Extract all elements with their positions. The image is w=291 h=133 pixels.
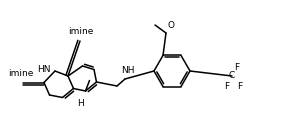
Text: imine: imine — [8, 68, 34, 78]
Text: O: O — [168, 21, 175, 30]
Text: H: H — [78, 99, 84, 107]
Text: F: F — [237, 82, 243, 91]
Text: imine: imine — [68, 27, 94, 36]
Text: F: F — [235, 63, 239, 72]
Text: NH: NH — [121, 66, 135, 75]
Text: HN: HN — [38, 65, 51, 74]
Text: C: C — [229, 72, 235, 80]
Text: F: F — [224, 82, 230, 91]
